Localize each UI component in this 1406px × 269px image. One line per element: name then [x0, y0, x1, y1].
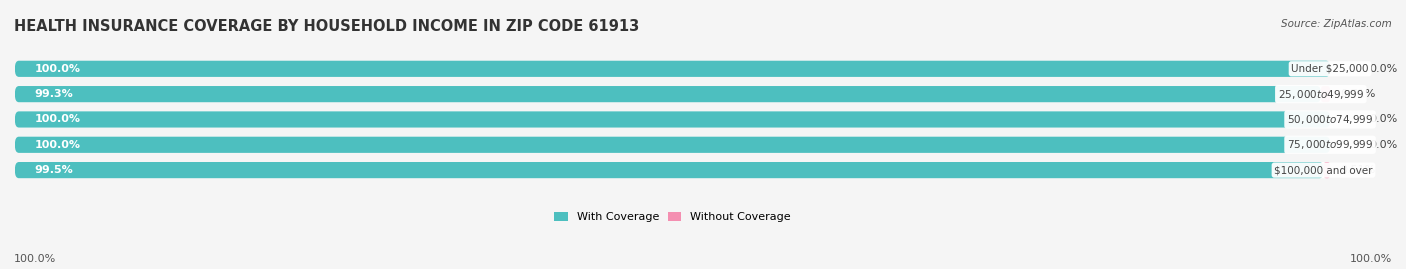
Text: 100.0%: 100.0%	[35, 140, 80, 150]
Text: Source: ZipAtlas.com: Source: ZipAtlas.com	[1281, 19, 1392, 29]
Text: $75,000 to $99,999: $75,000 to $99,999	[1286, 138, 1374, 151]
FancyBboxPatch shape	[15, 162, 1330, 178]
Text: 100.0%: 100.0%	[14, 254, 56, 264]
FancyBboxPatch shape	[15, 86, 1322, 102]
FancyBboxPatch shape	[15, 86, 1330, 102]
Text: $25,000 to $49,999: $25,000 to $49,999	[1278, 88, 1364, 101]
FancyBboxPatch shape	[15, 137, 1330, 153]
FancyBboxPatch shape	[15, 111, 1330, 128]
Text: Under $25,000: Under $25,000	[1291, 64, 1369, 74]
Text: 100.0%: 100.0%	[35, 64, 80, 74]
Text: 99.3%: 99.3%	[35, 89, 73, 99]
Text: $100,000 and over: $100,000 and over	[1274, 165, 1372, 175]
FancyBboxPatch shape	[15, 111, 1330, 128]
FancyBboxPatch shape	[15, 162, 1323, 178]
Text: 0.0%: 0.0%	[1369, 64, 1398, 74]
Text: 0.51%: 0.51%	[1341, 165, 1376, 175]
Text: 0.71%: 0.71%	[1341, 89, 1376, 99]
Text: $50,000 to $74,999: $50,000 to $74,999	[1286, 113, 1374, 126]
FancyBboxPatch shape	[1323, 162, 1330, 178]
FancyBboxPatch shape	[15, 61, 1330, 77]
Text: 99.5%: 99.5%	[35, 165, 73, 175]
Legend: With Coverage, Without Coverage: With Coverage, Without Coverage	[554, 212, 790, 222]
Text: 0.0%: 0.0%	[1369, 114, 1398, 125]
Text: 100.0%: 100.0%	[1350, 254, 1392, 264]
Text: HEALTH INSURANCE COVERAGE BY HOUSEHOLD INCOME IN ZIP CODE 61913: HEALTH INSURANCE COVERAGE BY HOUSEHOLD I…	[14, 19, 640, 34]
FancyBboxPatch shape	[1320, 86, 1330, 102]
FancyBboxPatch shape	[15, 137, 1330, 153]
Text: 0.0%: 0.0%	[1369, 140, 1398, 150]
Text: 100.0%: 100.0%	[35, 114, 80, 125]
FancyBboxPatch shape	[15, 61, 1330, 77]
